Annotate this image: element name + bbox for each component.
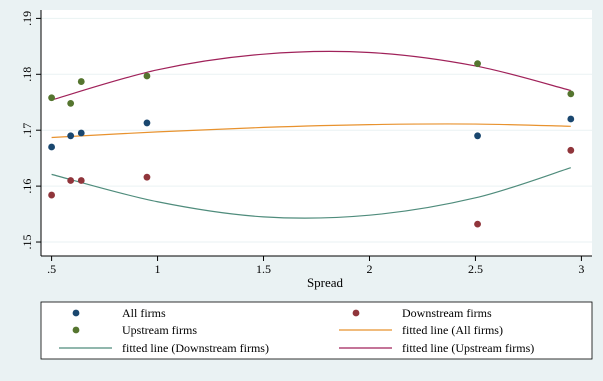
point-upstream-firms bbox=[143, 72, 151, 80]
point-upstream-firms bbox=[474, 60, 481, 68]
axes: .15 .16 .17 .18 .19 .5 1 1.5 2 2.5 3 bbox=[20, 10, 592, 276]
point-downstream-firms bbox=[474, 220, 481, 228]
point-all-firms bbox=[48, 143, 55, 151]
fitted-line-fitted-line-downstream-firms bbox=[51, 167, 571, 219]
x-tick-label: 1 bbox=[155, 262, 161, 276]
point-downstream-firms bbox=[77, 177, 85, 184]
legend-label: fitted line (Downstream firms) bbox=[122, 341, 269, 355]
legend-label: fitted line (All firms) bbox=[402, 323, 503, 337]
legend-label: fitted line (Upstream firms) bbox=[402, 341, 534, 355]
legend-box bbox=[40, 301, 593, 360]
point-upstream-firms bbox=[48, 94, 55, 102]
legend-label: Downstream firms bbox=[402, 306, 492, 320]
x-tick-label: 1.5 bbox=[256, 262, 271, 276]
scatter-points bbox=[48, 60, 575, 228]
x-tick-label: 2 bbox=[366, 262, 372, 276]
point-all-firms bbox=[67, 132, 75, 140]
legend-label: Upstream firms bbox=[122, 323, 197, 337]
legend-label: All firms bbox=[122, 306, 166, 320]
x-tick-label: .5 bbox=[47, 262, 56, 276]
legend-marker-upstream-firms bbox=[72, 326, 80, 334]
y-tick-label: .16 bbox=[20, 179, 34, 194]
x-tick-label: 2.5 bbox=[468, 262, 483, 276]
point-all-firms bbox=[77, 129, 85, 137]
y-tick-label: .17 bbox=[20, 123, 34, 138]
point-upstream-firms bbox=[77, 78, 85, 85]
fitted-line-fitted-line-all-firms bbox=[51, 123, 571, 139]
point-all-firms bbox=[567, 115, 575, 123]
point-downstream-firms bbox=[567, 146, 575, 154]
point-all-firms bbox=[143, 119, 151, 127]
legend: All firms Downstream firms Upstream firms f… bbox=[59, 306, 534, 355]
x-axis-label: Spread bbox=[307, 275, 344, 290]
y-tick-label: .15 bbox=[20, 235, 34, 250]
y-tick-label: .19 bbox=[20, 11, 34, 26]
x-tick-label: 3 bbox=[578, 262, 584, 276]
y-tick-label: .18 bbox=[20, 67, 34, 82]
point-downstream-firms bbox=[143, 173, 151, 181]
legend-marker-downstream-firms bbox=[352, 309, 360, 317]
point-upstream-firms bbox=[567, 90, 575, 98]
point-downstream-firms bbox=[48, 191, 55, 199]
point-all-firms bbox=[474, 132, 481, 140]
grid-lines bbox=[41, 17, 592, 243]
legend-marker-all-firms bbox=[72, 309, 80, 317]
point-downstream-firms bbox=[67, 177, 75, 184]
point-upstream-firms bbox=[67, 99, 75, 107]
